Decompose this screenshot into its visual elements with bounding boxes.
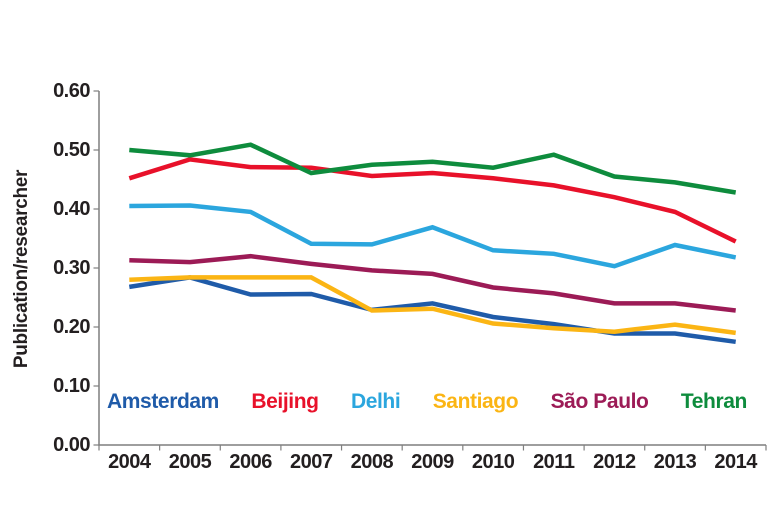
y-tick-label: 0.40: [53, 198, 90, 220]
x-tick-label: 2006: [229, 451, 272, 473]
y-tick-label: 0.60: [53, 80, 90, 102]
y-axis-title: Publication/researcher: [11, 169, 32, 369]
x-tick-label: 2007: [289, 451, 333, 473]
y-tick-label: 0.20: [53, 316, 90, 338]
legend-item-beijing: Beijing: [251, 390, 319, 413]
y-tick-label: 0.30: [53, 257, 90, 279]
x-tick-label: 2013: [653, 451, 697, 473]
y-tick-label: 0.50: [53, 139, 90, 161]
x-tick-label: 2009: [411, 451, 454, 473]
line-santiago: [129, 275, 737, 336]
line-beijing: [128, 157, 737, 244]
legend-item-delhi: Delhi: [350, 390, 401, 413]
x-tick-label: 2004: [108, 451, 151, 473]
x-tick-label: 2011: [533, 451, 575, 473]
legend-item-santiago: Santiago: [432, 390, 519, 413]
x-tick-label: 2014: [714, 451, 757, 473]
y-tick-label: 0.00: [53, 434, 90, 456]
x-tick-label: 2008: [350, 451, 394, 473]
legend-item-s-o-paulo: São Paulo: [550, 390, 649, 413]
line-s-o-paulo: [129, 253, 736, 313]
line-amsterdam: [128, 275, 737, 345]
legend-item-amsterdam: Amsterdam: [107, 390, 219, 413]
x-tick-label: 2005: [168, 451, 212, 473]
x-tick-label: 2010: [471, 451, 515, 473]
line-tehran: [129, 142, 737, 195]
y-tick-label: 0.10: [53, 375, 90, 397]
chart-legend: Amsterdam Beijing Delhi Santiago São Paulo Te…: [107, 388, 747, 416]
line-delhi: [129, 203, 737, 269]
legend-item-tehran: Tehran: [680, 390, 747, 413]
x-tick-label: 2012: [593, 451, 636, 473]
